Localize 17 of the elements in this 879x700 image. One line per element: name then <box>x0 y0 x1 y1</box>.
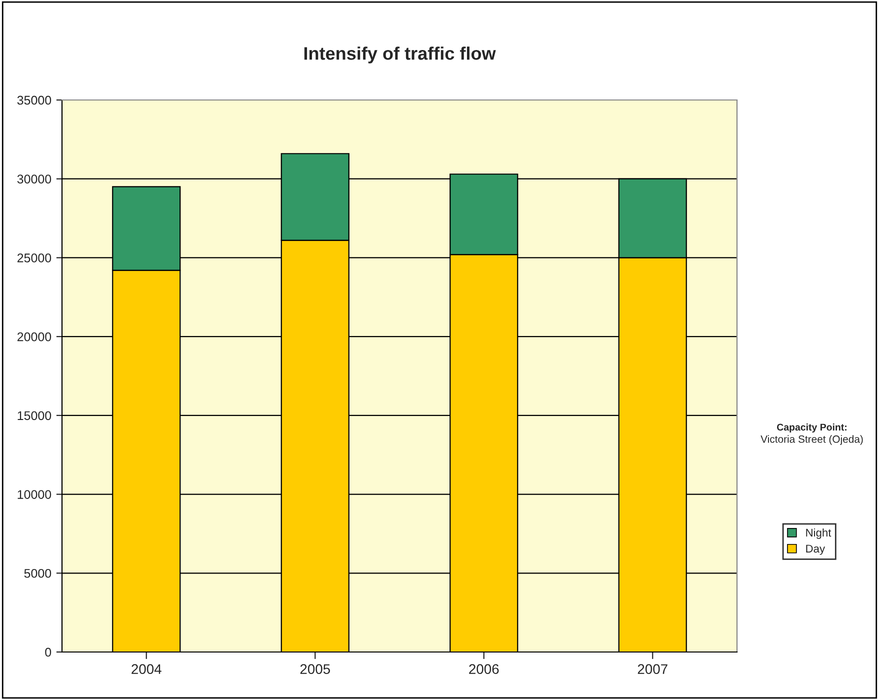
y-tick-label: 35000 <box>17 96 52 105</box>
y-tick-label: 10000 <box>18 490 52 499</box>
y-tick-label: 0 <box>45 648 52 657</box>
x-tick-label: 2004 <box>132 664 162 674</box>
x-tick-label: 2005 <box>300 664 330 674</box>
y-tick-label: 25000 <box>17 254 52 262</box>
legend-label: Day <box>806 544 826 555</box>
x-tick-label: 2006 <box>469 664 499 674</box>
legend-label: Night <box>806 528 832 539</box>
y-tick-label: 15000 <box>18 411 52 420</box>
text: Capacity Point: <box>777 423 846 433</box>
chart-title: Intensify of traffic flow <box>304 46 496 64</box>
y-tick-label: 20000 <box>17 332 52 342</box>
x-tick-label: 2007 <box>638 664 668 674</box>
y-tick-label: 30000 <box>17 174 52 184</box>
text: Victoria Street (Ojeda) <box>760 435 863 445</box>
y-tick-label: 5000 <box>24 568 52 578</box>
